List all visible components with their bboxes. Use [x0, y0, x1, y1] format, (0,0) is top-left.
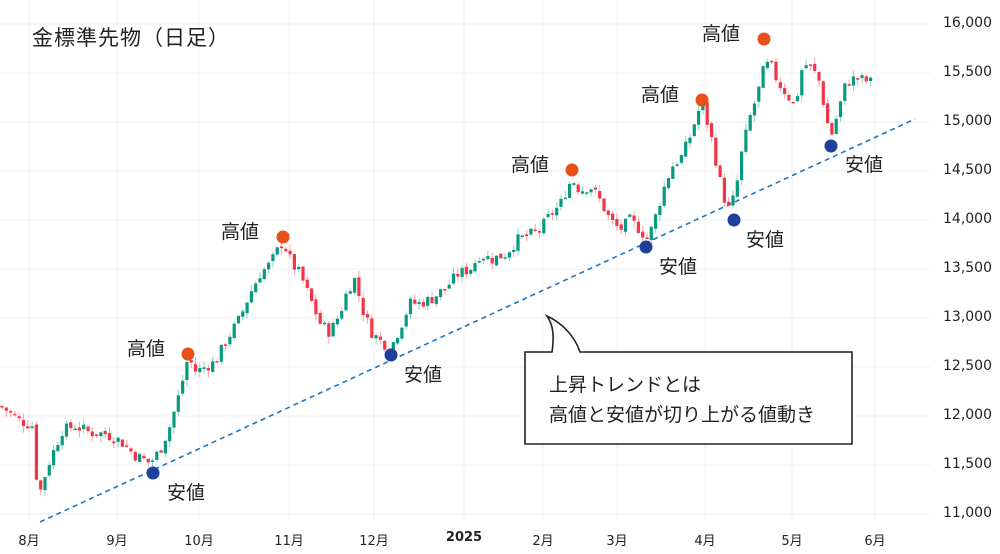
- swing-markers: [146, 32, 838, 480]
- x-tick-label: 4月: [694, 534, 716, 549]
- y-tick-label: 11,000: [943, 505, 992, 521]
- high-label: 高値: [127, 338, 166, 360]
- x-tick-label: 11月: [274, 534, 304, 549]
- y-tick-label: 12,000: [943, 407, 992, 423]
- x-tick-label: 6月: [864, 534, 886, 549]
- x-tick-label: 12月: [359, 534, 389, 549]
- x-tick-label: 2025: [445, 530, 483, 545]
- y-tick-label: 16,000: [943, 15, 992, 31]
- x-tick-label: 8月: [18, 534, 40, 549]
- low-label: 安値: [845, 154, 884, 176]
- x-tick-label: 5月: [781, 534, 803, 549]
- x-tick-label: 2月: [532, 534, 554, 549]
- high-label: 高値: [221, 221, 260, 243]
- low-label: 安値: [404, 364, 443, 386]
- high-label: 高値: [511, 154, 550, 176]
- low-label: 安値: [167, 482, 206, 504]
- x-tick-label: 9月: [106, 534, 128, 549]
- trendline: [39, 118, 916, 523]
- y-tick-label: 13,000: [943, 309, 992, 325]
- y-tick-label: 11,500: [943, 456, 992, 472]
- candles: [0, 57, 873, 497]
- callout-text: 上昇トレンドとは 高値と安値が切り上がる値動き: [549, 370, 815, 430]
- callout-box: [524, 314, 853, 445]
- y-tick-label: 15,500: [943, 64, 992, 80]
- chart-title: 金標準先物（日足）: [32, 26, 230, 50]
- callout-line-2: 高値と安値が切り上がる値動き: [549, 404, 816, 426]
- callout-line-1: 上昇トレンドとは: [549, 374, 702, 396]
- y-tick-label: 15,000: [943, 113, 992, 129]
- low-label: 安値: [659, 256, 698, 278]
- x-tick-label: 10月: [184, 534, 214, 549]
- high-label: 高値: [702, 23, 741, 45]
- y-tick-label: 12,500: [943, 358, 992, 374]
- low-label: 安値: [746, 229, 785, 251]
- y-tick-label: 14,500: [943, 162, 992, 178]
- y-tick-label: 14,000: [943, 211, 992, 227]
- high-label: 高値: [641, 84, 680, 106]
- y-tick-label: 13,500: [943, 260, 992, 276]
- x-tick-label: 3月: [606, 534, 628, 549]
